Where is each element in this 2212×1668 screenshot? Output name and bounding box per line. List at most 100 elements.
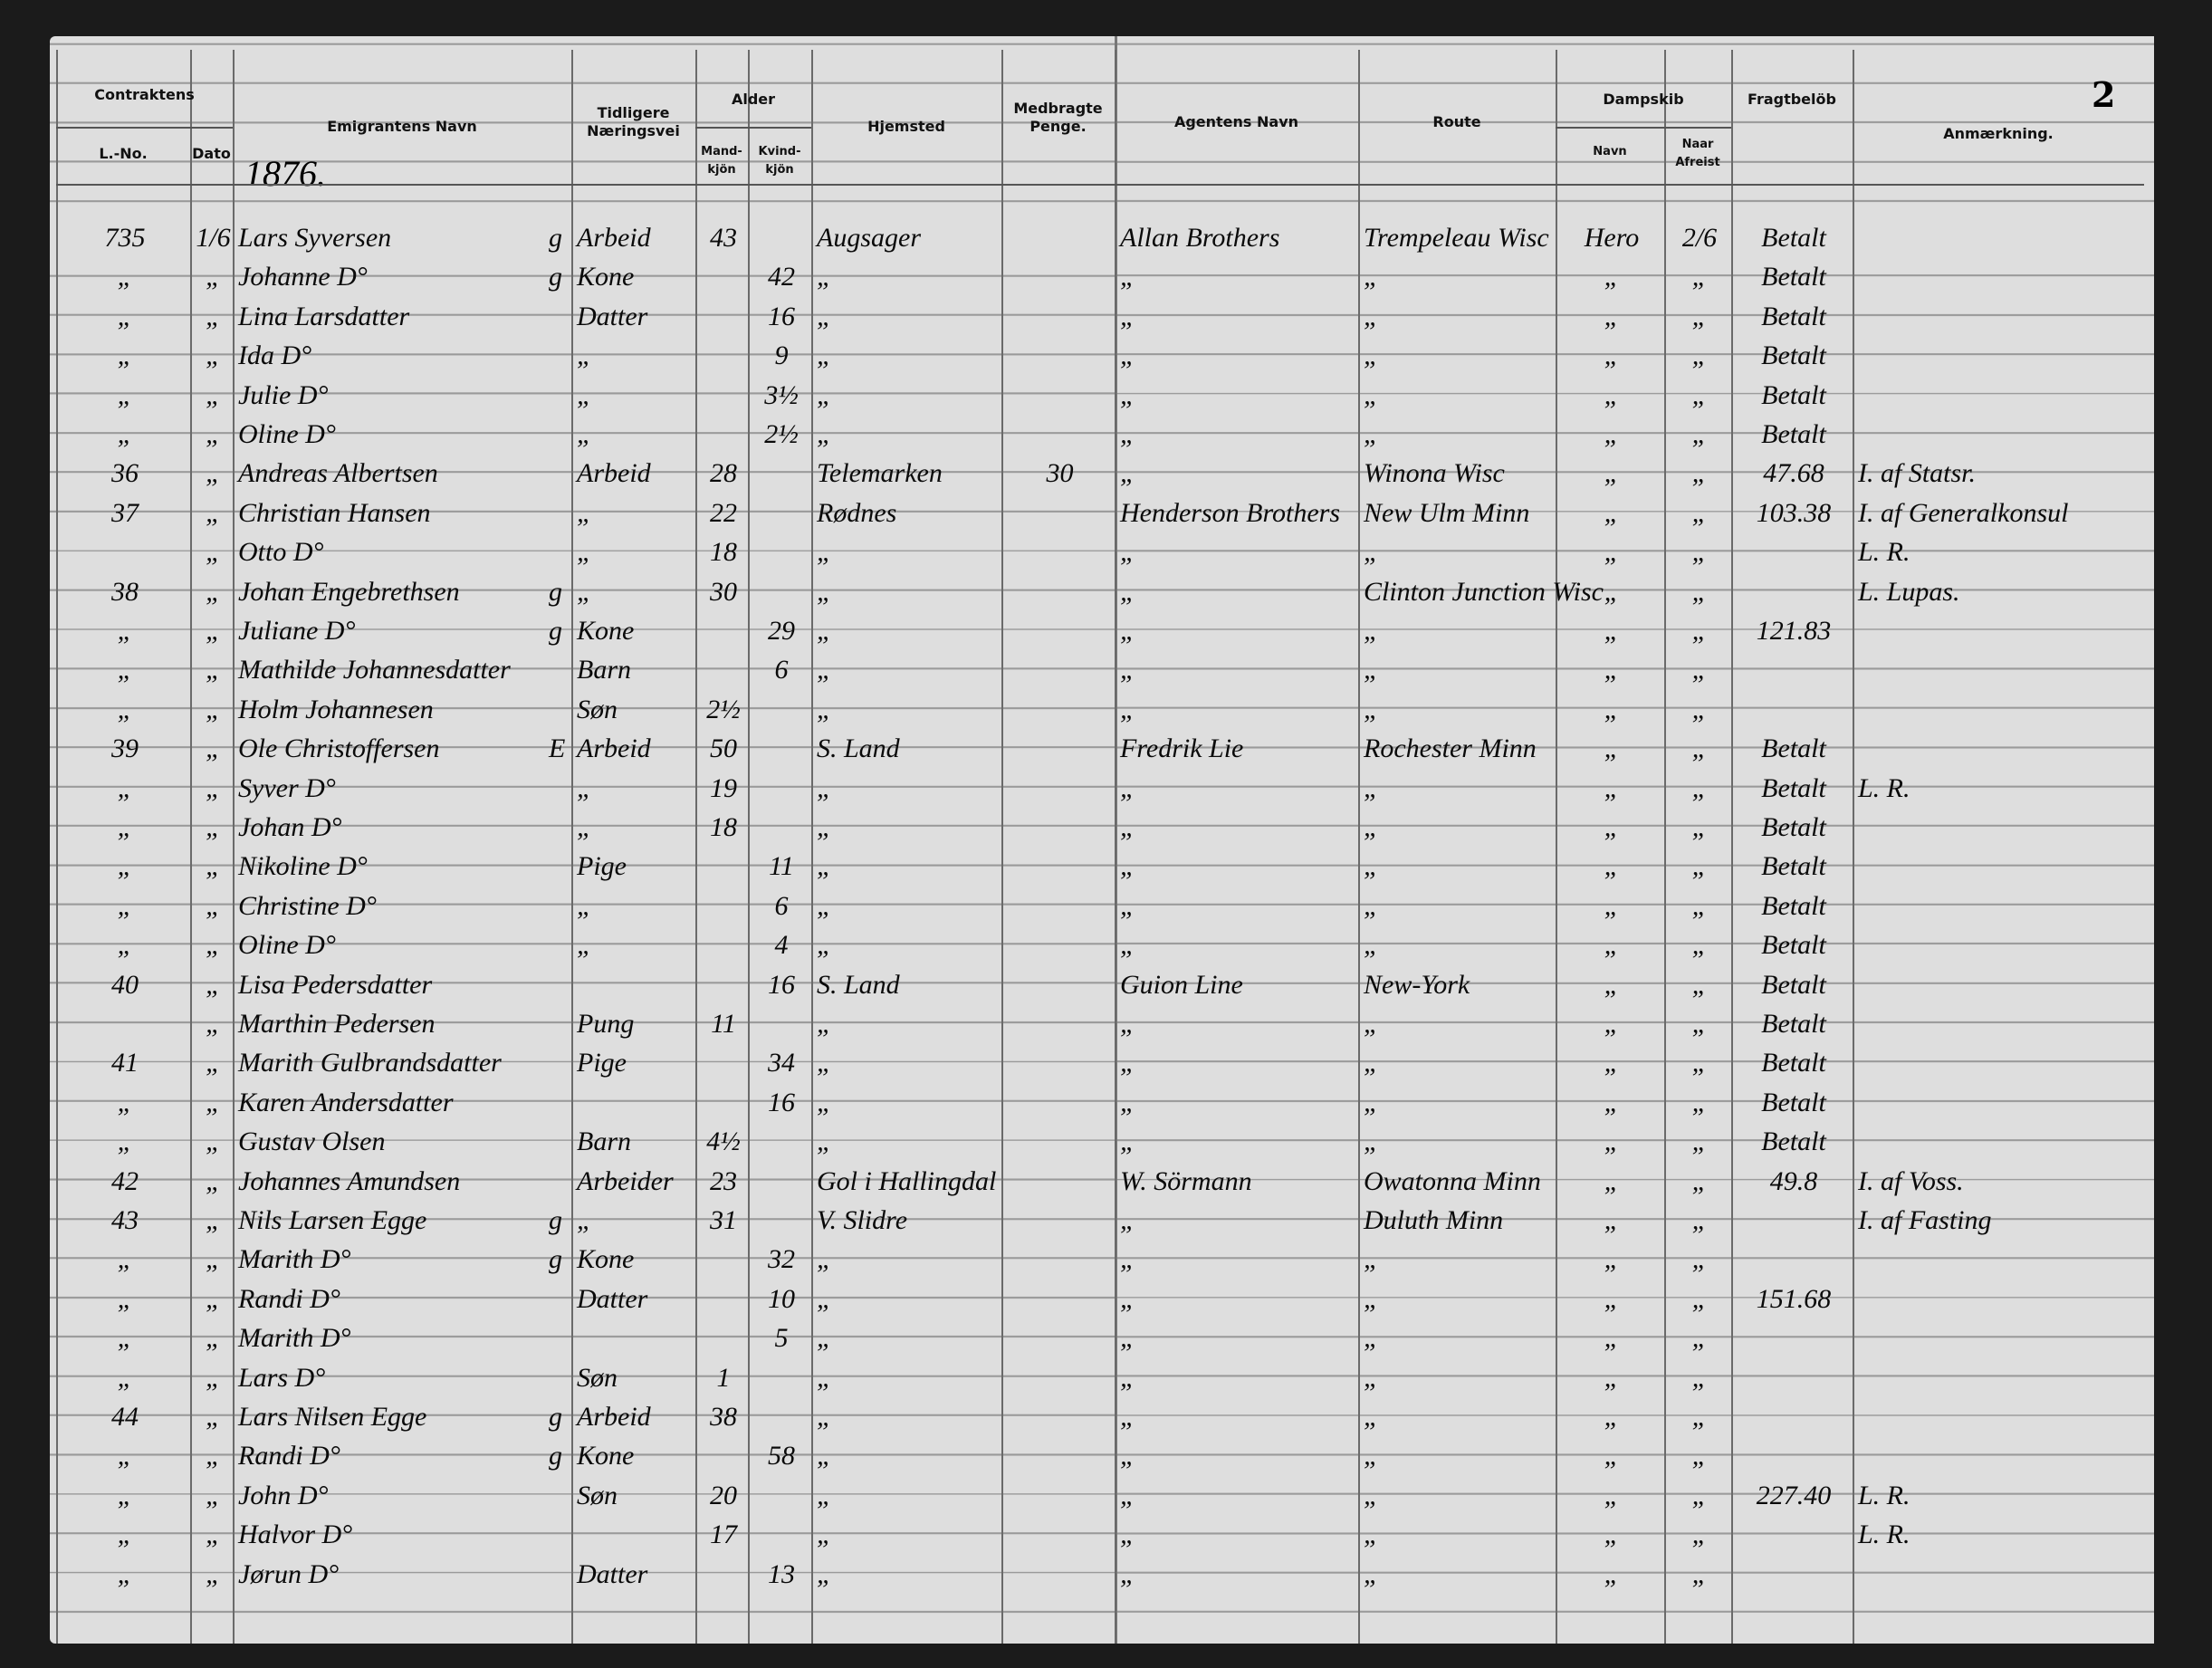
cell-dato: „: [206, 1441, 221, 1471]
cell-hjemsted: „: [817, 379, 832, 410]
cell-tidligere: Kone: [577, 262, 635, 292]
cell-route: „: [1364, 1244, 1379, 1275]
cell-navn: Johan D°: [238, 812, 342, 842]
cell-agent: „: [1120, 1283, 1135, 1314]
column-rule: [1731, 50, 1733, 1644]
cell-dato: „: [206, 969, 221, 1000]
cell-navn: Ole Christoffersen: [238, 733, 440, 764]
cell-dato: „: [206, 537, 221, 568]
cell-mand: 4½: [706, 1126, 741, 1157]
cell-fragt: Betalt: [1761, 223, 1826, 253]
cell-no: 37: [111, 497, 139, 528]
cell-afreist: „: [1691, 379, 1708, 410]
cell-mand: 20: [710, 1480, 737, 1510]
cell-agent: „: [1120, 576, 1135, 607]
cell-fragt: 121.83: [1756, 616, 1832, 646]
cell-skib: „: [1604, 733, 1620, 764]
cell-dato: „: [206, 1323, 221, 1354]
cell-route: „: [1364, 1009, 1379, 1039]
cell-g: g: [549, 616, 562, 646]
cell-tidligere: Datter: [577, 1283, 648, 1314]
cell-no: „: [117, 1519, 133, 1550]
cell-g: E: [549, 733, 566, 764]
cell-agent: „: [1120, 1402, 1135, 1432]
cell-afreist: „: [1691, 576, 1708, 607]
cell-kvind: 16: [768, 301, 795, 331]
cell-anm: L. R.: [1858, 537, 1910, 568]
cell-agent: „: [1120, 1480, 1135, 1510]
cell-fragt: Betalt: [1761, 419, 1826, 449]
cell-hjemsted: „: [817, 655, 832, 685]
cell-dato: „: [206, 301, 221, 331]
cell-hjemsted: „: [817, 1283, 832, 1314]
column-rule: [1115, 50, 1116, 1644]
cell-route: „: [1364, 694, 1379, 724]
cell-agent: „: [1120, 1244, 1135, 1275]
column-header: Emigrantens Navn: [327, 118, 477, 135]
cell-skib: „: [1604, 694, 1620, 724]
cell-agent: „: [1120, 1441, 1135, 1471]
cell-no: „: [117, 1283, 133, 1314]
cell-no: „: [117, 1323, 133, 1354]
cell-afreist: „: [1691, 1087, 1708, 1117]
cell-g: g: [549, 1402, 562, 1432]
cell-skib: „: [1604, 1441, 1620, 1471]
subheader-rule: [1556, 127, 1731, 129]
cell-route: „: [1364, 379, 1379, 410]
cell-tidligere: „: [577, 812, 592, 842]
cell-kvind: 10: [768, 1283, 795, 1314]
cell-navn: Nikoline D°: [238, 851, 368, 882]
cell-hjemsted: „: [817, 1009, 832, 1039]
cell-route: „: [1364, 930, 1379, 961]
cell-g: g: [549, 262, 562, 292]
cell-agent: „: [1120, 655, 1135, 685]
cell-navn: Marith Gulbrandsdatter: [238, 1048, 502, 1078]
cell-tidligere: „: [577, 340, 592, 371]
cell-kvind: 6: [774, 655, 789, 685]
cell-no: „: [117, 379, 133, 410]
cell-route: „: [1364, 1087, 1379, 1117]
column-rule: [1001, 50, 1003, 1644]
cell-dato: 1/6: [196, 223, 231, 253]
cell-navn: Andreas Albertsen: [238, 458, 438, 489]
cell-route: „: [1364, 1126, 1379, 1157]
cell-no: „: [117, 890, 133, 921]
cell-skib: „: [1604, 655, 1620, 685]
cell-afreist: „: [1691, 694, 1708, 724]
cell-agent: „: [1120, 1048, 1135, 1078]
cell-agent: „: [1120, 890, 1135, 921]
cell-agent: „: [1120, 1087, 1135, 1117]
cell-dato: „: [206, 616, 221, 646]
cell-agent: „: [1120, 1362, 1135, 1393]
cell-agent: Guion Line: [1120, 969, 1243, 1000]
cell-dato: „: [206, 262, 221, 292]
cell-no: „: [117, 1441, 133, 1471]
cell-hjemsted: „: [817, 1441, 832, 1471]
cell-mand: 38: [710, 1402, 737, 1432]
cell-navn: Randi D°: [238, 1283, 340, 1314]
cell-dato: „: [206, 1126, 221, 1157]
cell-fragt: 47.68: [1763, 458, 1824, 489]
cell-agent: Fredrik Lie: [1120, 733, 1244, 764]
cell-skib: „: [1604, 1558, 1620, 1589]
cell-dato: „: [206, 655, 221, 685]
cell-mand: 50: [710, 733, 737, 764]
cell-mand: 18: [710, 812, 737, 842]
cell-route: „: [1364, 262, 1379, 292]
cell-anm: I. af Statsr.: [1858, 458, 1977, 489]
cell-skib: „: [1604, 890, 1620, 921]
cell-tidligere: Datter: [577, 301, 648, 331]
cell-dato: „: [206, 497, 221, 528]
cell-tidligere: Datter: [577, 1558, 648, 1589]
cell-navn: Lars Nilsen Egge: [238, 1402, 427, 1432]
cell-fragt: Betalt: [1761, 772, 1826, 803]
cell-afreist: „: [1691, 772, 1708, 803]
header-rule: [56, 184, 2144, 186]
cell-skib: „: [1604, 1244, 1620, 1275]
cell-fragt: Betalt: [1761, 969, 1826, 1000]
cell-no: „: [117, 1126, 133, 1157]
cell-kvind: 34: [768, 1048, 795, 1078]
cell-hjemsted: „: [817, 812, 832, 842]
cell-skib: „: [1604, 1283, 1620, 1314]
cell-no: 42: [111, 1165, 139, 1196]
